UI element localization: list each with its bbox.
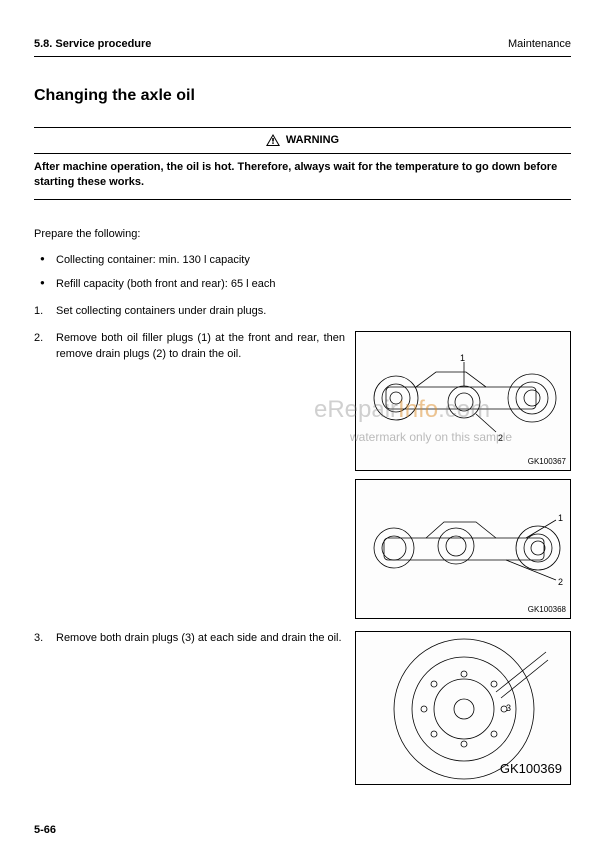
- warning-text: After machine operation, the oil is hot.…: [34, 160, 571, 191]
- callout: 2: [558, 576, 563, 589]
- section-name: Service procedure: [55, 38, 151, 50]
- bullet-list: Collecting container: min. 130 l capacit…: [34, 254, 571, 290]
- step-number: 1.: [34, 304, 43, 319]
- section-number: 5.8.: [34, 38, 52, 50]
- callout: 1: [460, 352, 465, 365]
- callout: 3: [506, 702, 511, 715]
- step-text: Remove both drain plugs (3) at each side…: [56, 631, 345, 646]
- step-number: 3.: [34, 631, 43, 646]
- callout: 1: [558, 512, 563, 525]
- figure-drain-plug: 3 GK100369: [355, 631, 571, 785]
- step-text: Set collecting containers under drain pl…: [56, 305, 266, 317]
- page-header: 5.8. Service procedure Maintenance: [34, 38, 571, 57]
- figure-label: GK100368: [528, 604, 566, 615]
- page-title: Changing the axle oil: [34, 87, 571, 105]
- callout: 2: [498, 432, 503, 445]
- header-right: Maintenance: [508, 38, 571, 50]
- figure-axle-front: 1 2 GK100367: [355, 331, 571, 471]
- steps-list: 1. Set collecting containers under drain…: [34, 304, 571, 785]
- list-item: Collecting container: min. 130 l capacit…: [34, 254, 571, 266]
- step-item: 2. Remove both oil filler plugs (1) at t…: [34, 331, 571, 619]
- step-text: Remove both oil filler plugs (1) at the …: [56, 331, 345, 362]
- prepare-label: Prepare the following:: [34, 228, 571, 240]
- step-item: 3. Remove both drain plugs (3) at each s…: [34, 631, 571, 785]
- page-number: 5-66: [34, 824, 56, 836]
- warning-icon: [266, 134, 280, 146]
- step-number: 2.: [34, 331, 43, 346]
- figure-axle-rear: 1 2 GK100368: [355, 479, 571, 619]
- warning-box: WARNING After machine operation, the oil…: [34, 127, 571, 200]
- figure-label: GK100369: [500, 760, 562, 778]
- figure-label: GK100367: [528, 456, 566, 467]
- warning-label-text: WARNING: [286, 134, 339, 146]
- axle-diagram-icon: [356, 480, 572, 620]
- list-item: Refill capacity (both front and rear): 6…: [34, 278, 571, 290]
- warning-label: WARNING: [266, 134, 339, 146]
- warning-label-row: WARNING: [34, 134, 571, 154]
- step-item: 1. Set collecting containers under drain…: [34, 304, 571, 319]
- header-left: 5.8. Service procedure: [34, 38, 151, 50]
